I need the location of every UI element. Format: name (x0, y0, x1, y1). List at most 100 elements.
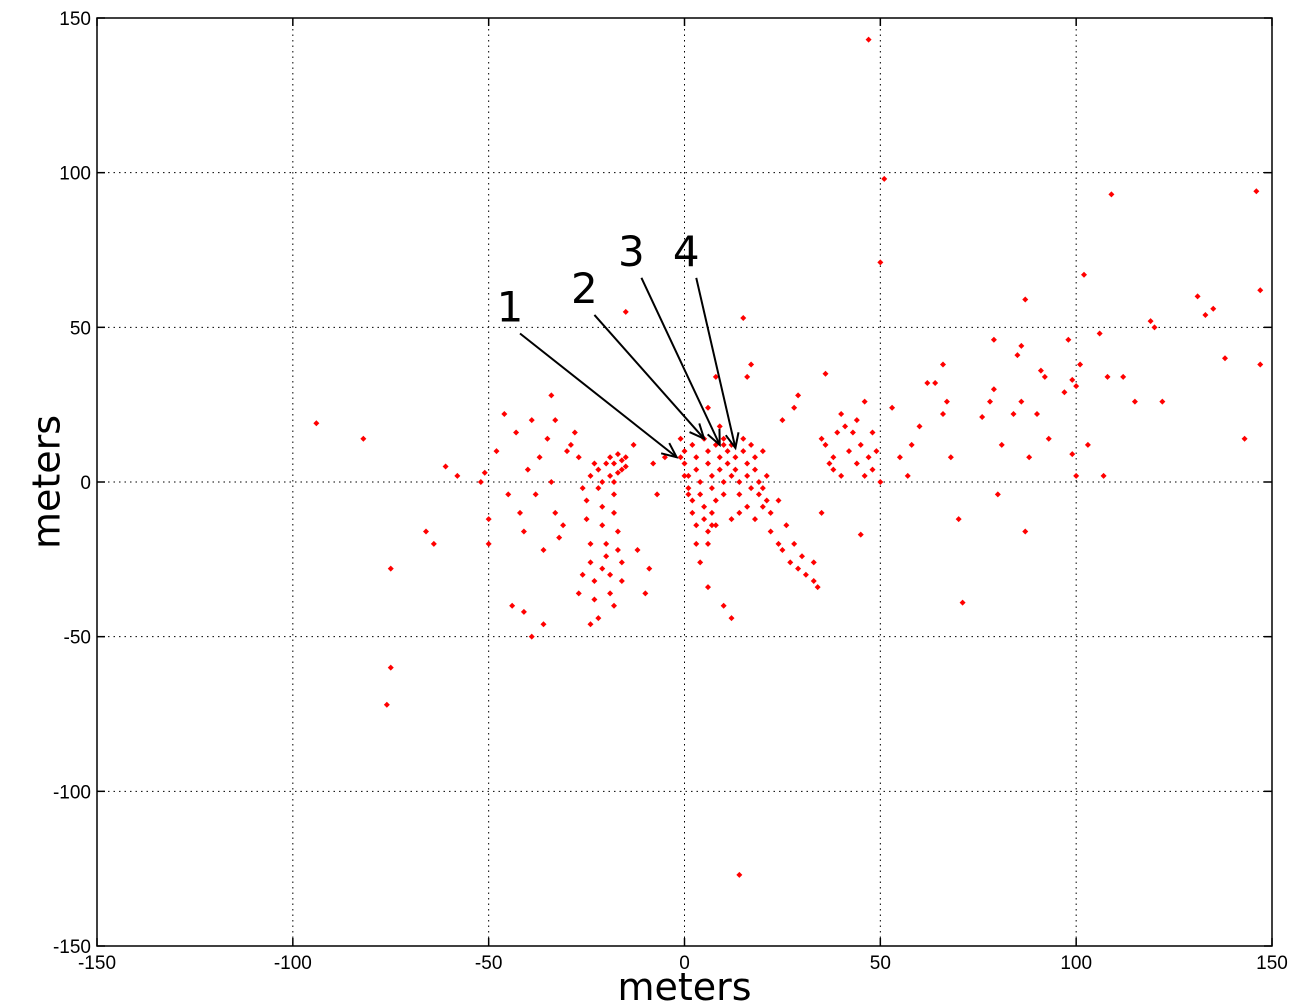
data-point (528, 417, 535, 424)
y-tick-label: 100 (59, 164, 91, 185)
data-point (705, 460, 711, 467)
data-point (524, 466, 531, 473)
data-point (552, 417, 559, 424)
data-point (387, 565, 394, 572)
data-point (685, 491, 692, 498)
data-point (932, 380, 939, 387)
data-point (705, 448, 711, 455)
data-point (1131, 398, 1138, 405)
data-point (614, 469, 621, 476)
data-point (744, 460, 751, 467)
data-point (587, 559, 594, 566)
data-point (877, 259, 884, 266)
y-tick-label: -150 (53, 937, 91, 958)
data-point (661, 454, 668, 461)
data-point (583, 516, 590, 523)
data-point (1069, 376, 1076, 383)
data-point (979, 414, 986, 421)
x-tick-label: 0 (679, 953, 690, 974)
data-point (708, 472, 715, 479)
data-point (423, 528, 429, 535)
data-point (548, 479, 555, 485)
data-point (736, 491, 743, 498)
data-point (759, 448, 766, 455)
data-point (752, 454, 758, 461)
data-point (587, 472, 594, 479)
data-point (818, 509, 825, 516)
x-axis-title: meters (617, 965, 751, 1007)
data-point (720, 479, 727, 485)
axis-ticks: -150 -100 -50 0 50 100 150 -150 -100 -50 0 50 100 150 (53, 9, 1288, 974)
data-point (387, 664, 394, 671)
data-point (720, 435, 727, 442)
data-point (720, 602, 727, 609)
data-point (838, 410, 845, 417)
data-point (509, 602, 516, 609)
data-point (1022, 296, 1029, 303)
data-point (693, 522, 700, 529)
data-point (783, 522, 790, 529)
data-point (940, 361, 946, 368)
data-point (720, 491, 727, 498)
data-point (740, 435, 747, 442)
data-point (759, 485, 766, 492)
data-point (959, 599, 966, 606)
data-point (720, 441, 727, 448)
data-point (1104, 373, 1111, 380)
data-point (603, 540, 610, 547)
data-point (513, 429, 520, 436)
data-point (724, 460, 731, 467)
data-point (607, 472, 614, 479)
data-point (1045, 435, 1052, 442)
data-point (532, 491, 539, 498)
data-point (916, 423, 923, 430)
data-point (618, 457, 625, 464)
data-point (998, 441, 1005, 448)
data-point (1010, 410, 1017, 417)
data-point (924, 380, 931, 387)
data-point (822, 370, 829, 377)
data-point (556, 534, 563, 541)
data-point (728, 472, 735, 479)
data-point (990, 386, 997, 393)
data-point (830, 454, 837, 461)
data-point (712, 373, 719, 380)
data-point (857, 441, 864, 448)
data-point (579, 485, 586, 492)
annotation-arrowhead (689, 423, 706, 441)
data-point (865, 454, 872, 461)
data-point (846, 448, 852, 455)
data-point (748, 485, 755, 492)
data-point (869, 466, 876, 473)
data-point (442, 463, 449, 470)
data-point (752, 466, 758, 473)
data-point (873, 448, 880, 455)
annotation-arrowhead (706, 428, 721, 448)
data-point (736, 509, 743, 516)
data-point (1194, 293, 1201, 300)
data-point (595, 615, 602, 622)
data-point (947, 454, 954, 461)
annotation-label: 2 (571, 264, 598, 313)
data-point (485, 516, 492, 523)
data-point (618, 466, 625, 473)
data-point (752, 516, 758, 523)
data-point (748, 441, 755, 448)
data-point (759, 503, 766, 510)
data-point (520, 528, 527, 535)
data-point (1241, 435, 1248, 442)
data-point (575, 454, 582, 461)
annotation-arrow (519, 332, 678, 459)
data-point (838, 472, 845, 479)
data-point (1026, 454, 1033, 461)
data-point (614, 528, 621, 535)
data-point (646, 565, 653, 572)
data-point (1014, 352, 1021, 359)
data-point (587, 540, 594, 547)
data-point (611, 602, 617, 609)
x-tick-label: -150 (78, 953, 116, 974)
data-point (1034, 410, 1040, 417)
data-point (548, 392, 555, 399)
data-point (732, 466, 739, 473)
data-point (830, 466, 837, 473)
